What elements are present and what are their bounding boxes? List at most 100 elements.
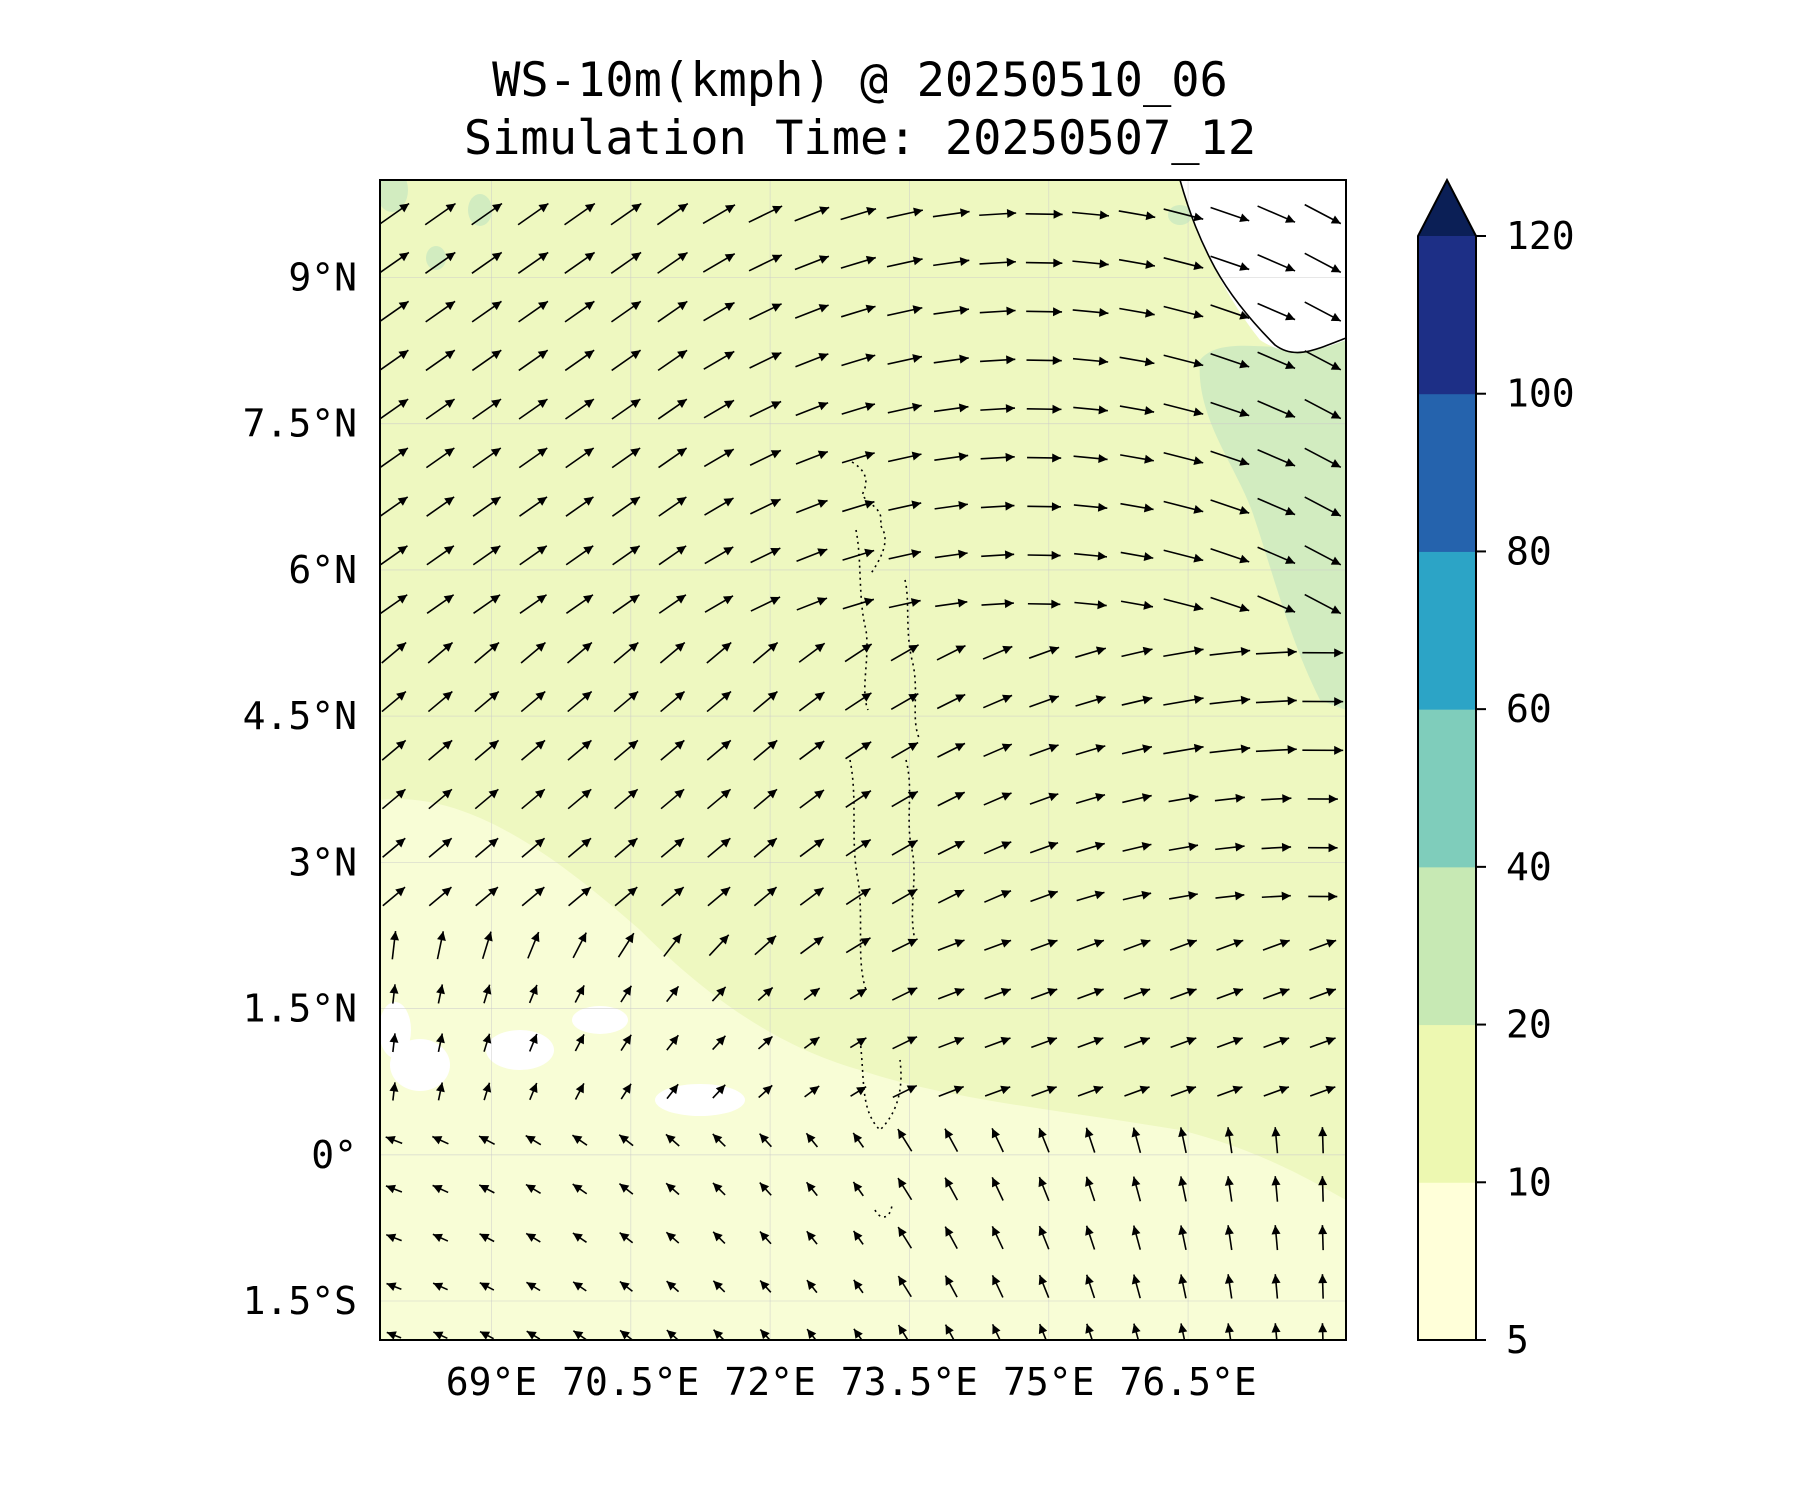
wind-arrow (1304, 593, 1342, 615)
wind-arrow (933, 403, 969, 413)
wind-arrow (979, 306, 1016, 316)
wind-arrow (794, 255, 830, 271)
wind-arrow (1169, 939, 1198, 951)
wind-arrow (852, 1230, 864, 1245)
stronger-wind-region (1199, 340, 1346, 710)
wind-arrow (1217, 1085, 1243, 1097)
wind-arrow (528, 984, 538, 1004)
wind-arrow (658, 447, 688, 469)
calm-wind-patch (380, 1002, 411, 1058)
wind-arrow (937, 889, 965, 904)
wind-arrow (1076, 890, 1105, 902)
wind-arrow (1038, 1176, 1050, 1202)
wind-arrow (759, 1279, 772, 1293)
wind-arrow (1163, 451, 1204, 466)
wind-arrow (1085, 1323, 1094, 1340)
wind-arrow (572, 1232, 587, 1243)
wind-arrow (386, 1331, 402, 1340)
wind-arrow (382, 837, 406, 858)
wind-arrow (1261, 794, 1292, 804)
wind-arrow (385, 1136, 403, 1145)
wind-arrow (706, 641, 732, 664)
wind-arrow (618, 1183, 634, 1195)
wind-arrow (432, 1184, 449, 1194)
wind-arrow (979, 209, 1017, 219)
wind-arrow (1169, 891, 1198, 900)
wind-arrow (380, 349, 409, 372)
colorbar-tick-label: 10 (1506, 1160, 1552, 1204)
wind-arrow (980, 404, 1016, 414)
wind-arrow (845, 838, 872, 857)
colorbar-tick-label: 40 (1506, 845, 1552, 889)
wind-arrow (1131, 1176, 1142, 1202)
wind-arrow (897, 1128, 913, 1152)
wind-arrow (982, 645, 1013, 660)
latitude-tick-label: 1.5°N (243, 987, 357, 1031)
wind-arrow (1318, 1323, 1328, 1340)
wind-arrow (380, 251, 410, 274)
wind-arrow (1304, 496, 1342, 517)
wind-arrow (759, 1182, 772, 1196)
wind-arrow (478, 1184, 495, 1194)
wind-arrow (1257, 546, 1296, 565)
wind-arrow (934, 549, 968, 559)
wind-arrow (1028, 646, 1060, 659)
wind-arrow (799, 789, 825, 809)
wind-arrow (665, 1231, 680, 1244)
wind-arrow (611, 496, 641, 517)
wind-arrow (478, 1135, 495, 1145)
wind-arrow (935, 598, 968, 608)
wind-arrow (1257, 400, 1296, 418)
wind-arrow (757, 986, 774, 1001)
wind-arrow (1304, 301, 1342, 322)
wind-arrow (1029, 695, 1060, 708)
wind-arrow (619, 1231, 634, 1244)
wind-arrow (1073, 454, 1108, 464)
wind-arrow (932, 208, 970, 218)
wind-arrow (891, 741, 919, 759)
wind-arrow (610, 202, 642, 226)
wind-arrow (934, 452, 969, 462)
wind-arrow (1038, 1127, 1050, 1153)
wind-arrow (381, 641, 407, 664)
wind-arrow (892, 1035, 918, 1050)
wind-arrow (619, 1329, 633, 1340)
wind-arrow (1261, 842, 1292, 852)
wind-arrow (526, 1330, 541, 1340)
stronger-wind-patch (426, 246, 446, 270)
wind-arrow (753, 837, 778, 858)
wind-arrow (1318, 1225, 1328, 1251)
wind-arrow (991, 1274, 1004, 1298)
wind-arrow (426, 594, 455, 614)
wind-arrow (803, 1036, 820, 1049)
wind-arrow (982, 694, 1013, 709)
wind-arrow (852, 1132, 865, 1148)
wind-arrow (887, 305, 923, 317)
wind-arrow (840, 207, 877, 221)
wind-arrow (1038, 1225, 1050, 1250)
wind-arrow (1215, 891, 1245, 901)
wind-arrow (887, 354, 923, 365)
wind-arrow (841, 402, 876, 415)
wind-arrow (803, 987, 821, 1001)
wind-arrow (527, 931, 540, 959)
wind-arrow (937, 742, 966, 758)
latitude-axis: 9°N 7.5°N 6°N 4.5°N 3°N 1.5°N 0° 1.5°S (243, 255, 357, 1323)
wind-arrow (1262, 939, 1290, 951)
wind-arrow (663, 933, 682, 957)
wind-arrow (525, 1134, 542, 1146)
wind-arrow (703, 301, 735, 322)
longitude-tick-label: 75°E (1003, 1360, 1095, 1404)
wind-arrow (521, 886, 545, 907)
map-frame (379, 179, 1347, 1341)
wind-arrow (610, 251, 642, 274)
wind-arrow (1307, 794, 1338, 804)
wind-arrow (1122, 890, 1152, 901)
wind-arrow (660, 886, 685, 907)
wind-arrow (614, 837, 638, 858)
wind-arrow (712, 1035, 727, 1051)
wind-arrow (844, 692, 872, 711)
wind-arrow (1131, 1225, 1142, 1250)
wind-arrow (433, 1331, 448, 1340)
wind-arrow (1309, 1085, 1336, 1097)
